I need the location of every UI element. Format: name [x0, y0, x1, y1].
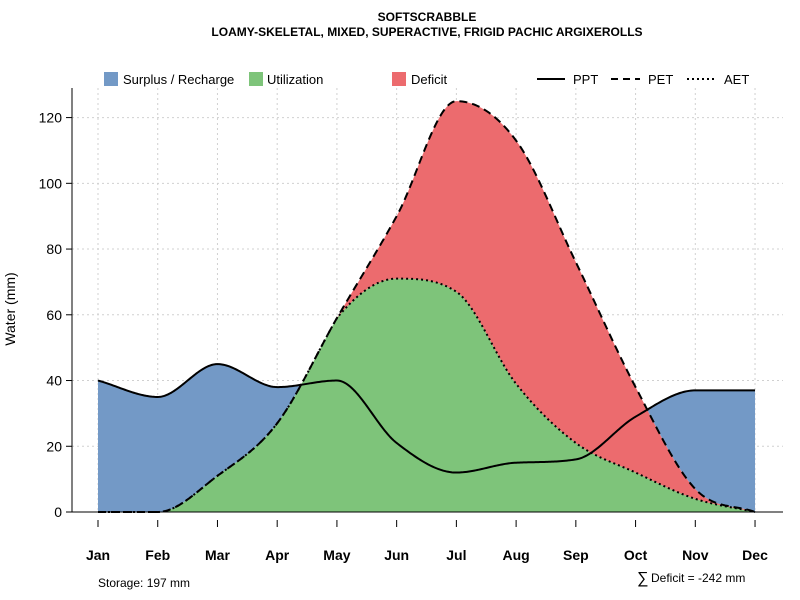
- y-tick-label: 60: [46, 307, 62, 323]
- x-tick-label: Feb: [145, 547, 170, 563]
- legend-swatch-surplus: [104, 72, 118, 86]
- x-tick-label: May: [323, 547, 350, 563]
- area-fills: [98, 101, 756, 513]
- legend: Surplus / Recharge Utilization Deficit P…: [104, 72, 749, 87]
- ppt-line: [97, 363, 756, 474]
- y-tick-label: 80: [46, 241, 62, 257]
- y-axis-label: Water (mm): [2, 272, 18, 345]
- surplus-area: [98, 101, 756, 513]
- y-tick-label: 120: [39, 110, 63, 126]
- series-lines: [97, 100, 756, 513]
- x-tick-label: Oct: [624, 547, 648, 563]
- x-tick-label: Sep: [563, 547, 589, 563]
- x-tick-label: Mar: [205, 547, 230, 563]
- legend-swatch-deficit: [392, 72, 406, 86]
- legend-label-ppt: PPT: [573, 72, 598, 87]
- y-tick-label: 0: [54, 504, 62, 520]
- deficit-note: Deficit = -242 mm: [651, 571, 745, 585]
- x-tick-label: Aug: [503, 547, 530, 563]
- deficit-sum-symbol: ∑: [637, 570, 648, 587]
- legend-label-deficit: Deficit: [411, 72, 448, 87]
- legend-label-surplus: Surplus / Recharge: [123, 72, 234, 87]
- legend-label-aet: AET: [724, 72, 749, 87]
- legend-swatch-utilization: [249, 72, 263, 86]
- deficit-area: [98, 101, 756, 513]
- aet-line: [98, 277, 756, 513]
- x-tick-label: Nov: [682, 547, 709, 563]
- y-tick-label: 100: [39, 175, 63, 191]
- y-tick-label: 20: [46, 438, 62, 454]
- x-tick-label: Jul: [446, 547, 466, 563]
- legend-label-utilization: Utilization: [267, 72, 323, 87]
- x-tick-label: Apr: [265, 547, 290, 563]
- x-tick-label: Jan: [86, 547, 110, 563]
- pet-line: [98, 100, 756, 513]
- storage-note: Storage: 197 mm: [98, 576, 190, 590]
- chart-subtitle: LOAMY-SKELETAL, MIXED, SUPERACTIVE, FRIG…: [211, 25, 642, 39]
- x-tick-label: Jun: [384, 547, 409, 563]
- chart-title: SOFTSCRABBLE: [378, 10, 477, 24]
- axes: 0 20 40 60 80 100 120 Jan Feb Mar Apr May Jun Jul Aug S…: [39, 88, 783, 563]
- y-tick-label: 40: [46, 373, 62, 389]
- legend-label-pet: PET: [648, 72, 673, 87]
- x-tick-label: Dec: [742, 547, 768, 563]
